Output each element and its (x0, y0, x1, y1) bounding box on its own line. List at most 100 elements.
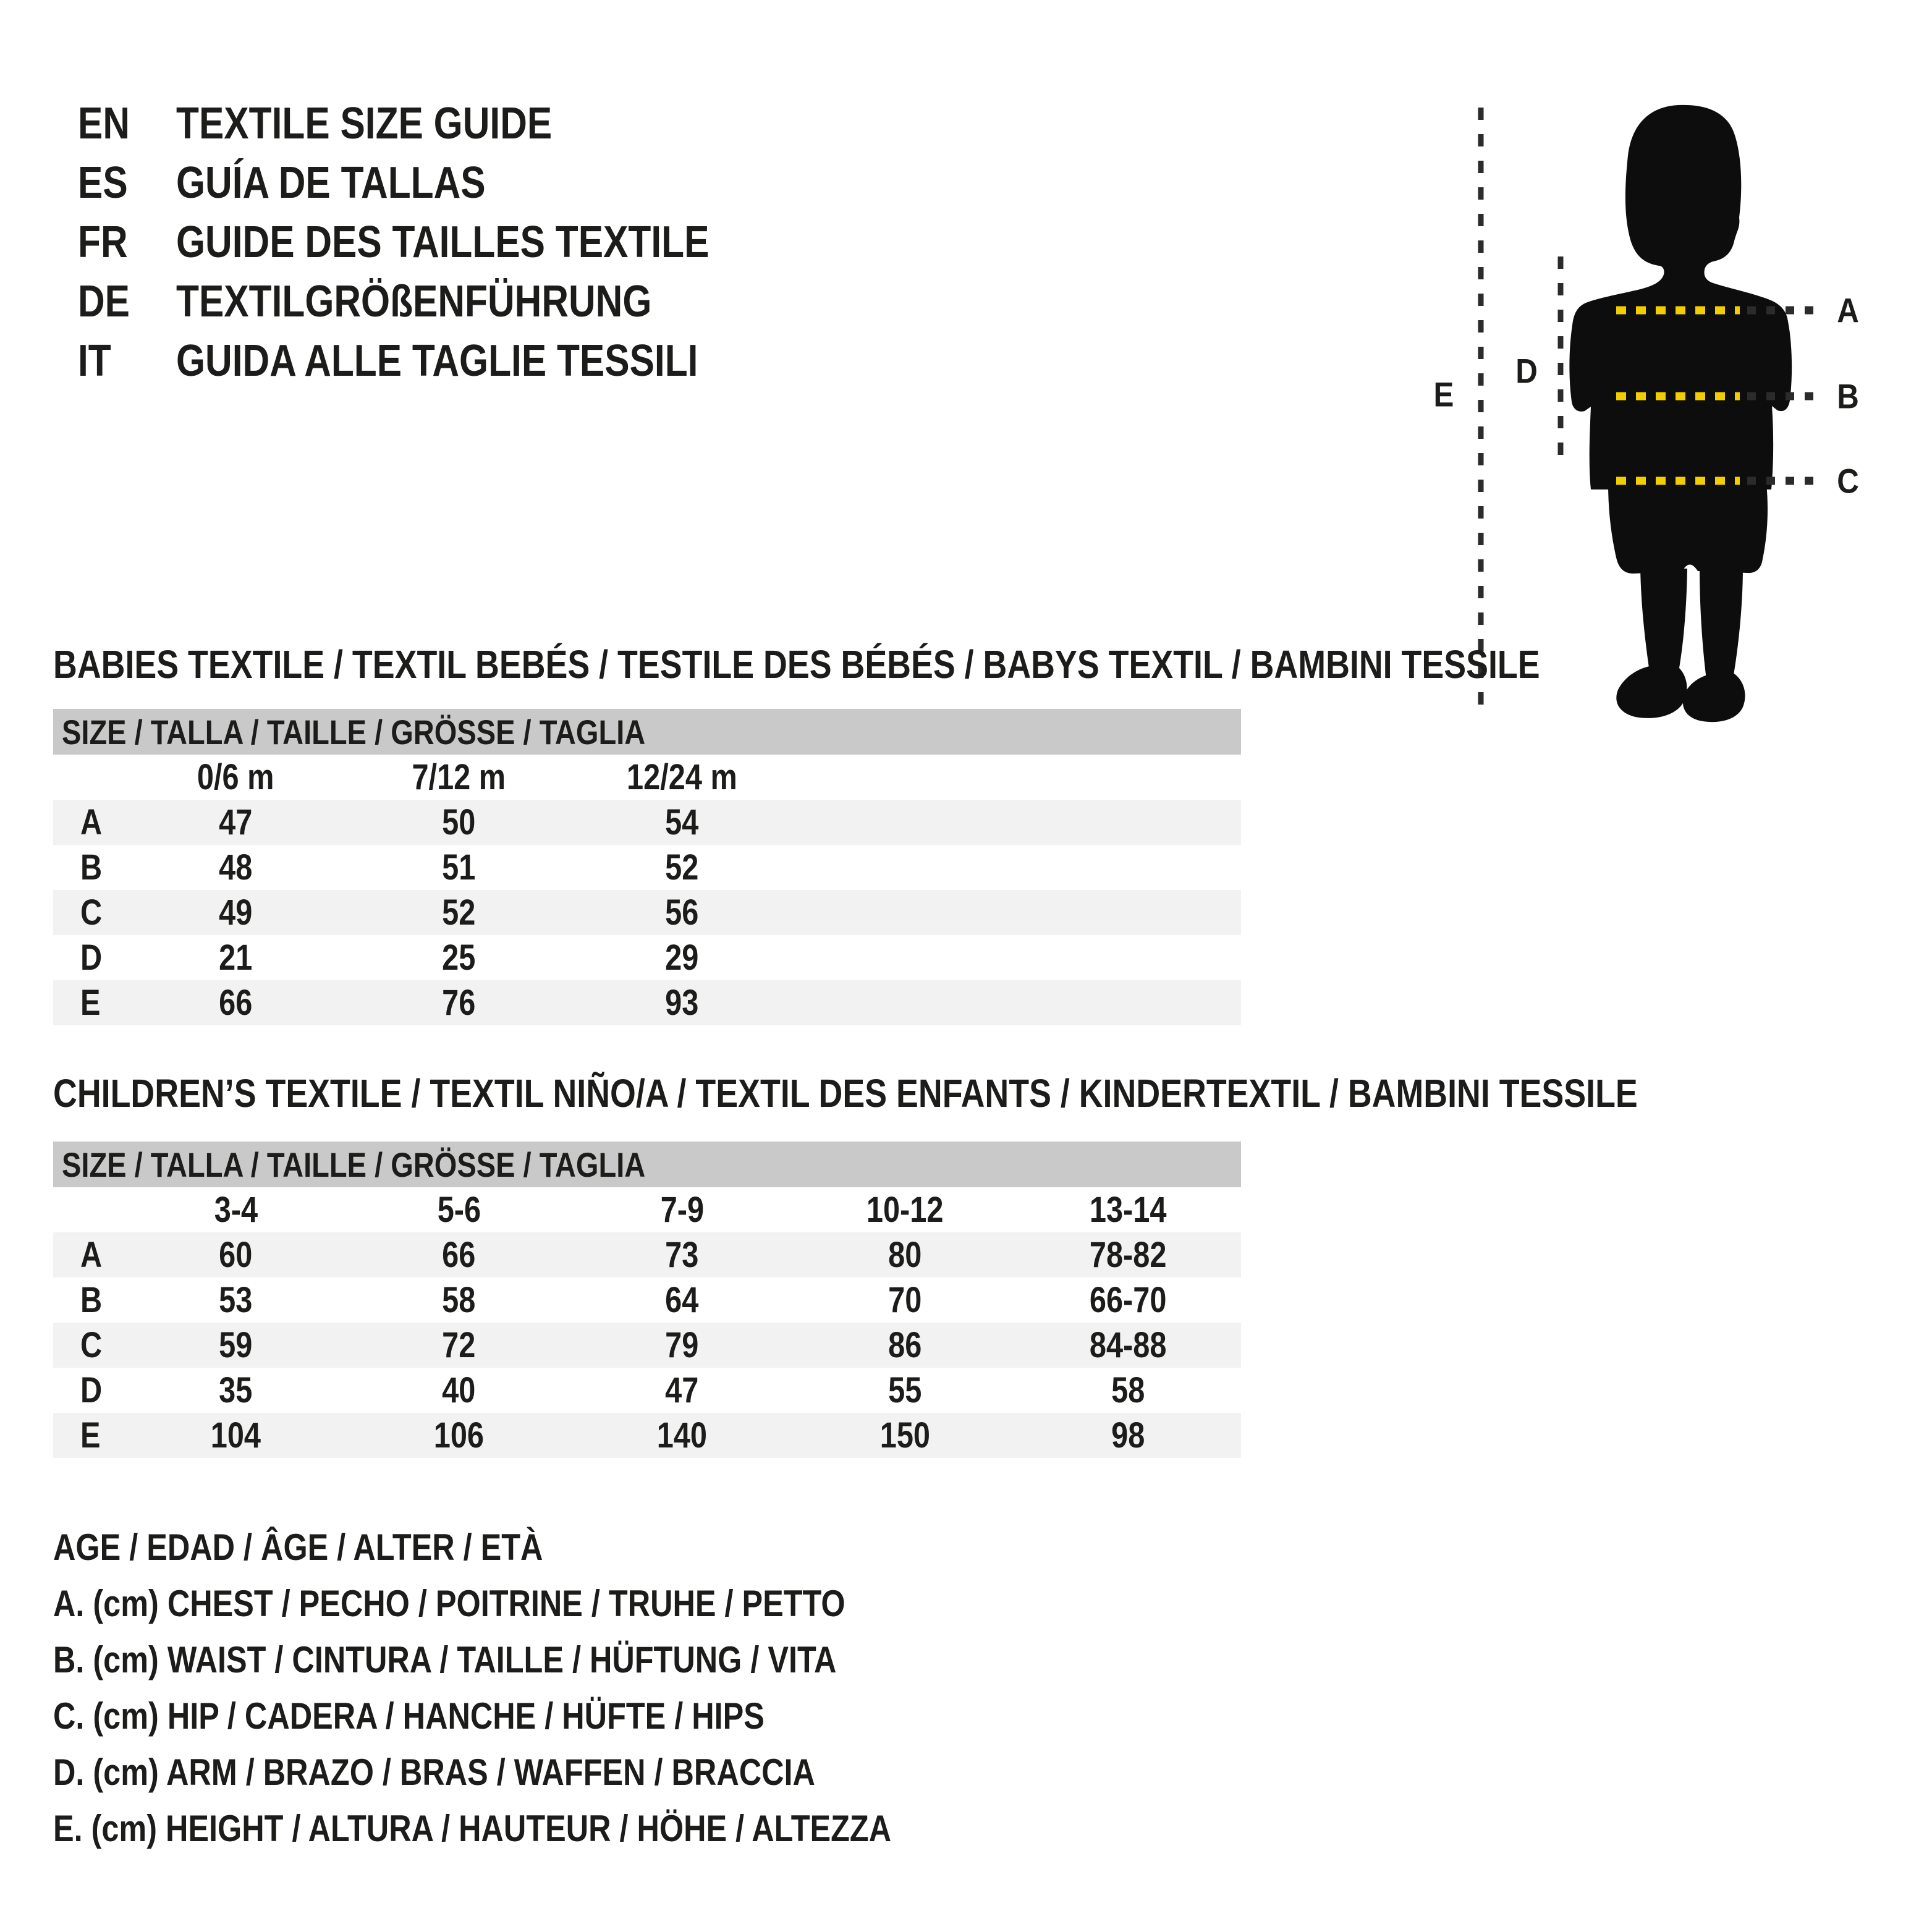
size-value-text: 70 (888, 1280, 922, 1320)
size-value-text: 40 (442, 1370, 476, 1410)
size-value-text: 66-70 (1090, 1280, 1167, 1320)
column-header-text: 3-4 (214, 1190, 258, 1230)
size-value-cell: 64 (570, 1279, 794, 1321)
size-value-text: 140 (656, 1415, 708, 1455)
size-value-cell: 76 (347, 982, 570, 1023)
size-value-cell: 47 (570, 1370, 794, 1411)
size-value-text: 56 (665, 892, 699, 933)
row-label-cell: A (53, 802, 124, 843)
size-value-cell: 35 (124, 1370, 347, 1411)
size-value-cell: 55 (794, 1370, 1017, 1411)
size-value-text: 106 (433, 1415, 485, 1455)
language-code-text: DE (78, 277, 130, 326)
guide-title-text: GUIDE DES TAILLES TEXTILE (176, 218, 710, 267)
row-label-cell: D (53, 937, 124, 978)
child-silhouette-right-leg (1700, 567, 1743, 680)
language-row-de: DE TEXTILGRÖßENFÜHRUNG (78, 272, 811, 331)
guide-title-text: GUÍA DE TALLAS (176, 158, 486, 208)
legend-line-hip: C. (cm) HIP / CADERA / HANCHE / HÜFTE / … (53, 1688, 1051, 1744)
row-label-cell: D (53, 1370, 124, 1411)
size-value-text: 60 (219, 1235, 253, 1275)
child-silhouette-left-shoe (1616, 665, 1687, 718)
row-label-text: C (80, 1325, 103, 1365)
measure-label-b: B (1837, 376, 1859, 416)
table-row-b: B 48 51 52 (53, 845, 1241, 890)
size-value-text: 72 (442, 1325, 476, 1365)
column-header-text: 0/6 m (197, 757, 274, 797)
size-value-text: 51 (442, 847, 476, 888)
child-silhouette-right-shoe (1683, 672, 1745, 722)
legend-line-chest: A. (cm) CHEST / PECHO / POITRINE / TRUHE… (53, 1575, 1051, 1632)
size-value-cell: 84-88 (1017, 1324, 1240, 1366)
language-code: DE (78, 276, 176, 327)
size-value-text: 52 (442, 892, 476, 933)
language-code-text: FR (78, 218, 128, 267)
column-header-cell: 7-9 (570, 1189, 794, 1231)
size-value-text: 58 (1111, 1370, 1145, 1410)
size-value-cell: 73 (570, 1234, 794, 1276)
measure-label-e: E (1433, 375, 1454, 414)
measure-label-c: C (1837, 461, 1859, 501)
legend-line-waist: B. (cm) WAIST / CINTURA / TAILLE / HÜFTU… (53, 1632, 1051, 1688)
size-value-cell: 58 (1017, 1370, 1240, 1411)
children-columns-row: 3-4 5-6 7-9 10-12 13-14 (53, 1187, 1241, 1232)
guide-title-text: TEXTILE SIZE GUIDE (176, 99, 553, 148)
row-label-text: D (80, 1370, 103, 1410)
children-section-title: CHILDREN’S TEXTILE / TEXTIL NIÑO/A / TEX… (53, 1073, 1932, 1114)
column-header-cell: 7/12 m (347, 756, 570, 798)
measurement-legend: AGE / EDAD / ÂGE / ALTER / ETÀ A. (cm) C… (53, 1519, 1051, 1857)
legend-line-text: D. (cm) ARM / BRAZO / BRAS / WAFFEN / BR… (53, 1752, 815, 1793)
size-value-text: 52 (665, 847, 699, 888)
size-value-text: 98 (1111, 1415, 1145, 1455)
language-row-it: IT GUIDA ALLE TAGLIE TESSILI (78, 331, 811, 391)
table-row-a: A 47 50 54 (53, 800, 1241, 845)
child-measurement-figure (1478, 104, 1823, 722)
children-size-table: SIZE / TALLA / TAILLE / GRÖSSE / TAGLIA … (53, 1142, 1241, 1458)
size-value-text: 53 (219, 1280, 253, 1320)
size-value-text: 93 (665, 983, 699, 1023)
children-table-header-bar: SIZE / TALLA / TAILLE / GRÖSSE / TAGLIA (53, 1142, 1241, 1187)
size-value-cell: 58 (347, 1279, 570, 1321)
size-value-cell: 66-70 (1017, 1279, 1240, 1321)
size-value-cell: 50 (347, 802, 570, 843)
size-value-text: 64 (665, 1280, 699, 1320)
size-value-cell: 150 (794, 1415, 1017, 1456)
size-value-text: 76 (442, 983, 476, 1023)
table-row-e: E 104 106 140 150 98 (53, 1413, 1241, 1458)
table-row-b: B 53 58 64 70 66-70 (53, 1277, 1241, 1323)
language-code-text: IT (78, 336, 111, 386)
size-value-text: 49 (219, 892, 253, 933)
size-value-text: 104 (210, 1415, 261, 1455)
size-value-cell: 25 (347, 937, 570, 978)
table-row-a: A 60 66 73 80 78-82 (53, 1232, 1241, 1277)
column-header-cell: 5-6 (347, 1189, 570, 1231)
size-value-text: 79 (665, 1325, 699, 1365)
size-value-cell: 52 (347, 892, 570, 933)
legend-line-text: C. (cm) HIP / CADERA / HANCHE / HÜFTE / … (53, 1695, 765, 1737)
column-header-text: 7-9 (660, 1190, 704, 1230)
row-label-text: A (80, 1235, 103, 1275)
size-value-cell: 140 (570, 1415, 794, 1456)
row-label-text: D (80, 938, 103, 978)
size-value-text: 55 (888, 1370, 922, 1410)
column-header-text: 5-6 (437, 1190, 481, 1230)
language-code: EN (78, 98, 176, 149)
size-value-text: 54 (665, 802, 699, 842)
size-value-cell: 60 (124, 1234, 347, 1276)
table-row-d: D 35 40 47 55 58 (53, 1368, 1241, 1413)
language-code: ES (78, 158, 176, 208)
guide-title: TEXTILE SIZE GUIDE (176, 98, 624, 149)
size-value-text: 47 (219, 802, 253, 842)
legend-line-text: AGE / EDAD / ÂGE / ALTER / ETÀ (53, 1527, 543, 1568)
size-value-cell: 59 (124, 1324, 347, 1366)
language-row-en: EN TEXTILE SIZE GUIDE (78, 94, 811, 153)
size-value-text: 80 (888, 1235, 922, 1275)
size-value-cell: 49 (124, 892, 347, 933)
measure-label-d: D (1515, 351, 1538, 391)
children-section-title-text: CHILDREN’S TEXTILE / TEXTIL NIÑO/A / TEX… (53, 1071, 1638, 1116)
size-value-cell: 51 (347, 847, 570, 888)
size-value-text: 48 (219, 847, 253, 888)
size-value-cell: 54 (570, 802, 794, 843)
size-value-cell: 40 (347, 1370, 570, 1411)
